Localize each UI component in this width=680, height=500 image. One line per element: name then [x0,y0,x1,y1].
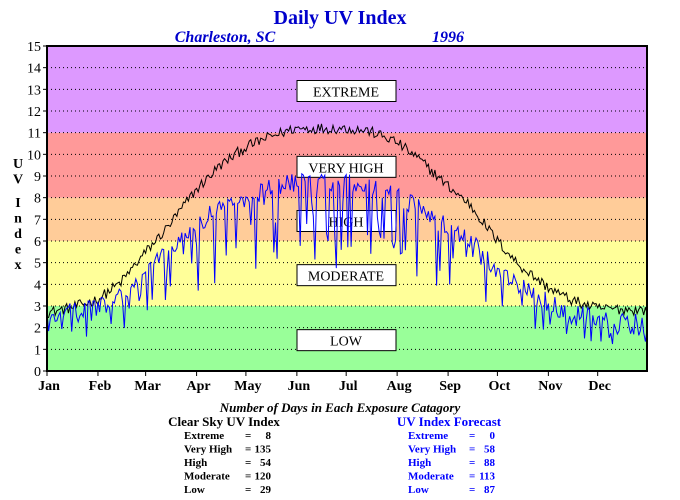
x-tick-label: Apr [187,379,211,394]
chart-location: Charleston, SC [175,29,276,46]
y-tick-label: 14 [27,62,41,77]
x-axis-ticks: Jan Feb Mar Apr May Jun Jul Aug Sep Oct Nov Dec [38,371,611,394]
summary-row-value: 113 [479,471,495,483]
band-label-very-high: VERY HIGH [296,155,397,178]
y-tick-label: 9 [34,170,41,185]
y-tick-label: 7 [34,213,41,228]
summary-row-value: 0 [490,430,496,442]
summary-row-eq: = [245,484,251,496]
summary-row-eq: = [245,457,251,469]
x-tick-label: Oct [489,379,511,394]
band-label-text: LOW [330,335,363,350]
summary-row-value: 135 [255,444,272,456]
y-axis-label-letter: U [13,157,23,172]
y-axis-label-letter: x [15,258,22,273]
summary-row-label: Extreme [408,430,448,442]
summary-row-eq: = [469,444,475,456]
forecast-summary: Extreme = 0 Very High = 58 High = 88 Moderate = 113… [408,430,496,496]
y-tick-label: 11 [28,127,41,142]
y-axis-label-letter: I [15,196,20,211]
summary-row-value: 88 [484,457,496,469]
chart-title: Daily UV Index [274,7,407,29]
y-tick-label: 13 [27,83,41,98]
summary-row-value: 87 [484,484,496,496]
band-label-moderate: MODERATE [296,264,397,287]
forecast-summary-title: UV Index Forecast [397,414,502,429]
y-tick-label: 3 [34,300,41,315]
summary-row-value: 54 [260,457,272,469]
x-tick-label: May [234,379,261,394]
y-tick-label: 15 [27,40,41,55]
y-tick-label: 8 [34,192,41,207]
x-tick-label: Jul [339,379,358,394]
y-axis-label-letter: e [15,243,21,258]
summary-row-eq: = [469,430,475,442]
x-tick-label: Jun [288,379,311,394]
summary-row-eq: = [245,444,251,456]
band-label-extreme: EXTREME [296,80,397,102]
x-tick-label: Sep [439,379,461,394]
summary-row-value: 8 [266,430,272,442]
summary-row-eq: = [469,484,475,496]
forecast-line [46,172,648,345]
summary-row-label: High [184,457,207,469]
y-tick-label: 2 [34,322,41,337]
summary-row-label: Very High [184,444,232,456]
y-tick-label: 4 [34,278,41,293]
summary-row-label: High [408,457,431,469]
summary-row-label: Moderate [184,471,230,483]
y-axis-label-letter: n [14,212,22,227]
x-tick-label: Mar [134,379,160,394]
y-tick-label: 0 [34,365,41,380]
summary-row-label: Very High [408,444,456,456]
y-tick-label: 12 [27,105,41,120]
y-tick-label: 1 [34,343,41,358]
plot-frame [46,45,648,372]
summary-row-eq: = [245,471,251,483]
chart-year: 1996 [432,29,464,46]
band-label-low: LOW [296,329,397,352]
y-axis-label-letter: d [14,227,22,242]
summary-row-value: 120 [255,471,272,483]
summary-row-value: 58 [484,444,496,456]
summary-row-eq: = [469,457,475,469]
summary-row-value: 29 [260,484,272,496]
summary-row-eq: = [469,471,475,483]
summary-row-label: Extreme [184,430,224,442]
x-tick-label: Jan [38,379,60,394]
summary-title: Number of Days in Each Exposure Catagory [219,400,461,415]
band-label-text: EXTREME [313,86,379,101]
gridlines [47,67,647,350]
x-tick-label: Dec [588,379,611,394]
summary-row-label: Low [184,484,205,496]
clear-sky-summary: Extreme = 8 Very High = 135 High = 54 Moderate = 12… [184,430,272,496]
summary-row-eq: = [245,430,251,442]
y-tick-label: 6 [34,235,41,250]
y-tick-label: 5 [34,257,41,272]
x-tick-label: Nov [538,379,562,394]
summary-row-label: Low [408,484,429,496]
band-label-text: VERY HIGH [308,161,383,176]
clear-sky-line [46,123,648,319]
series-lines [46,123,648,345]
y-axis-label-letter: V [13,173,23,188]
clear-sky-summary-title: Clear Sky UV Index [168,414,280,429]
x-tick-label: Aug [387,379,412,394]
x-tick-label: Feb [89,379,112,394]
band-label-text: MODERATE [308,270,384,285]
summary-row-label: Moderate [408,471,454,483]
y-tick-label: 10 [27,148,41,163]
